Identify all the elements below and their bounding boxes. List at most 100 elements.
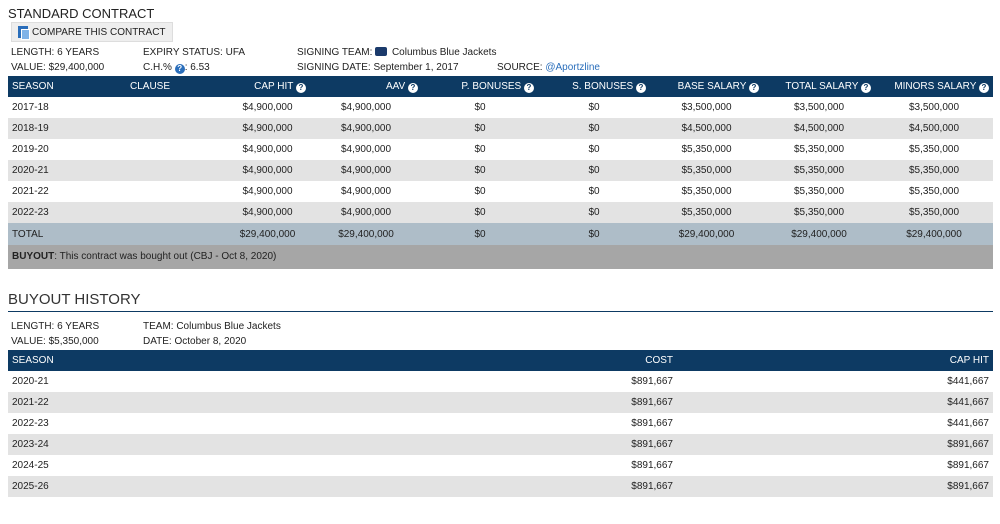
ch-value: 6.53 bbox=[190, 62, 210, 73]
cell-cap-hit: $891,667 bbox=[677, 434, 993, 455]
cell-season: 2021-22 bbox=[8, 392, 340, 413]
cell-total-salary: $5,350,000 bbox=[763, 160, 875, 181]
signing-team-label: SIGNING TEAM: bbox=[297, 47, 373, 58]
col-cost[interactable]: COST bbox=[340, 350, 677, 371]
question-circle-icon[interactable]: ? bbox=[749, 82, 759, 93]
total-p-bonuses: $0 bbox=[422, 223, 538, 245]
cell-aav: $4,900,000 bbox=[310, 97, 422, 118]
buyout-team: TEAM: Columbus Blue Jackets bbox=[143, 321, 281, 332]
cell-base-salary: $5,350,000 bbox=[650, 202, 763, 223]
contract-length: LENGTH: 6 YEARS bbox=[11, 47, 100, 58]
col-minors-salary[interactable]: MINORS SALARY ? bbox=[875, 76, 993, 97]
cell-clause bbox=[126, 97, 225, 118]
signing-date: SIGNING DATE: September 1, 2017 bbox=[297, 62, 459, 73]
cell-cap-hit: $4,900,000 bbox=[225, 181, 310, 202]
question-circle-icon[interactable]: ? bbox=[636, 82, 646, 93]
col-base-salary[interactable]: BASE SALARY ? bbox=[650, 76, 763, 97]
table-row: 2020-21 $4,900,000 $4,900,000 $0 $0 $5,3… bbox=[8, 160, 993, 181]
contract-table: SEASON CLAUSE CAP HIT ? AAV ? P. BONUSES… bbox=[8, 76, 993, 245]
source-link[interactable]: @Aportzline bbox=[545, 62, 600, 73]
cell-minors-salary: $4,500,000 bbox=[875, 118, 993, 139]
total-label: TOTAL bbox=[8, 223, 126, 245]
cell-s-bonuses: $0 bbox=[538, 97, 650, 118]
question-circle-icon[interactable]: ? bbox=[861, 82, 871, 93]
cell-season: 2020-21 bbox=[8, 371, 340, 392]
cell-cost: $891,667 bbox=[340, 434, 677, 455]
cell-clause bbox=[126, 118, 225, 139]
contract-header-row: SEASON CLAUSE CAP HIT ? AAV ? P. BONUSES… bbox=[8, 76, 993, 97]
cell-minors-salary: $5,350,000 bbox=[875, 160, 993, 181]
cell-cost: $891,667 bbox=[340, 392, 677, 413]
col-season[interactable]: SEASON bbox=[8, 76, 126, 97]
buyout-history-title: BUYOUT HISTORY bbox=[8, 291, 993, 312]
buyout-notice: BUYOUT: This contract was bought out (CB… bbox=[8, 245, 993, 269]
table-row: 2023-24 $891,667 $891,667 bbox=[8, 434, 993, 455]
cell-season: 2017-18 bbox=[8, 97, 126, 118]
buyout-history-table: SEASON COST CAP HIT 2020-21 $891,667 $44… bbox=[8, 350, 993, 497]
col-cap-hit[interactable]: CAP HIT ? bbox=[225, 76, 310, 97]
col-clause[interactable]: CLAUSE bbox=[126, 76, 225, 97]
col-p-bonuses[interactable]: P. BONUSES ? bbox=[422, 76, 538, 97]
cell-cost: $891,667 bbox=[340, 371, 677, 392]
cell-base-salary: $5,350,000 bbox=[650, 160, 763, 181]
cell-s-bonuses: $0 bbox=[538, 160, 650, 181]
total-s-bonuses: $0 bbox=[538, 223, 650, 245]
col-total-salary[interactable]: TOTAL SALARY ? bbox=[763, 76, 875, 97]
cell-p-bonuses: $0 bbox=[422, 97, 538, 118]
ch-label: C.H.% bbox=[143, 62, 172, 73]
buyout-label: BUYOUT bbox=[12, 251, 55, 262]
cell-aav: $4,900,000 bbox=[310, 181, 422, 202]
cell-aav: $4,900,000 bbox=[310, 139, 422, 160]
cell-cost: $891,667 bbox=[340, 455, 677, 476]
cell-cost: $891,667 bbox=[340, 476, 677, 497]
cell-base-salary: $5,350,000 bbox=[650, 181, 763, 202]
question-circle-icon[interactable]: ? bbox=[174, 64, 185, 74]
cell-clause bbox=[126, 160, 225, 181]
question-circle-icon[interactable]: ? bbox=[979, 82, 989, 93]
compare-documents-icon bbox=[18, 26, 30, 40]
total-aav: $29,400,000 bbox=[310, 223, 422, 245]
table-row: 2017-18 $4,900,000 $4,900,000 $0 $0 $3,5… bbox=[8, 97, 993, 118]
source-label: SOURCE: bbox=[497, 62, 543, 73]
cap-hit-percent: C.H.% ?: 6.53 bbox=[143, 62, 210, 74]
col-season[interactable]: SEASON bbox=[8, 350, 340, 371]
cell-minors-salary: $3,500,000 bbox=[875, 97, 993, 118]
col-aav[interactable]: AAV ? bbox=[310, 76, 422, 97]
signing-team: SIGNING TEAM: Columbus Blue Jackets bbox=[297, 46, 496, 60]
cell-season: 2023-24 bbox=[8, 434, 340, 455]
cell-season: 2024-25 bbox=[8, 455, 340, 476]
cell-s-bonuses: $0 bbox=[538, 181, 650, 202]
cell-s-bonuses: $0 bbox=[538, 118, 650, 139]
signing-team-name: Columbus Blue Jackets bbox=[391, 47, 497, 58]
buyout-date: DATE: October 8, 2020 bbox=[143, 336, 247, 347]
table-row: 2025-26 $891,667 $891,667 bbox=[8, 476, 993, 497]
cell-p-bonuses: $0 bbox=[422, 139, 538, 160]
cell-cap-hit: $4,900,000 bbox=[225, 97, 310, 118]
cell-clause bbox=[126, 181, 225, 202]
cell-season: 2022-23 bbox=[8, 413, 340, 434]
contract-source: SOURCE: @Aportzline bbox=[497, 61, 600, 75]
cell-minors-salary: $5,350,000 bbox=[875, 181, 993, 202]
table-row: 2022-23 $4,900,000 $4,900,000 $0 $0 $5,3… bbox=[8, 202, 993, 223]
question-circle-icon[interactable]: ? bbox=[408, 82, 418, 93]
buyout-length: LENGTH: 6 YEARS bbox=[11, 321, 100, 332]
table-row: 2021-22 $4,900,000 $4,900,000 $0 $0 $5,3… bbox=[8, 181, 993, 202]
col-s-bonuses[interactable]: S. BONUSES ? bbox=[538, 76, 650, 97]
col-cap-hit[interactable]: CAP HIT bbox=[677, 350, 993, 371]
question-circle-icon[interactable]: ? bbox=[524, 82, 534, 93]
cell-total-salary: $5,350,000 bbox=[763, 181, 875, 202]
cell-aav: $4,900,000 bbox=[310, 118, 422, 139]
buyout-header-row: SEASON COST CAP HIT bbox=[8, 350, 993, 371]
table-row: 2022-23 $891,667 $441,667 bbox=[8, 413, 993, 434]
cell-season: 2020-21 bbox=[8, 160, 126, 181]
cell-base-salary: $5,350,000 bbox=[650, 139, 763, 160]
total-base-salary: $29,400,000 bbox=[650, 223, 763, 245]
cell-minors-salary: $5,350,000 bbox=[875, 139, 993, 160]
question-circle-icon[interactable]: ? bbox=[296, 82, 306, 93]
cell-aav: $4,900,000 bbox=[310, 202, 422, 223]
total-total-salary: $29,400,000 bbox=[763, 223, 875, 245]
blue-jackets-logo-icon bbox=[375, 47, 388, 56]
compare-contract-button[interactable]: COMPARE THIS CONTRACT bbox=[11, 22, 173, 42]
cell-cap-hit: $4,900,000 bbox=[225, 118, 310, 139]
cell-total-salary: $3,500,000 bbox=[763, 97, 875, 118]
